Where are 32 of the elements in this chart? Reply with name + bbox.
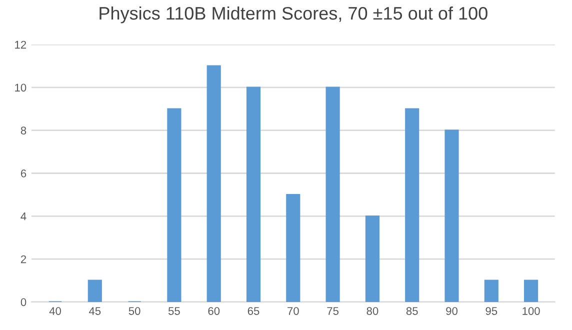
x-tick-label: 70 [288, 307, 299, 315]
y-tick-label: 6 [20, 170, 26, 178]
x-tick-label: 60 [208, 307, 220, 315]
x-tick-label: 85 [406, 307, 418, 315]
chart-title: Physics 110B Midterm Scores, 70 ±15 out of 100 [100, 6, 488, 24]
bar [88, 280, 102, 302]
y-tick-label: 12 [15, 40, 26, 49]
bar [167, 108, 182, 302]
x-tick-label: 90 [446, 307, 458, 315]
bar [524, 280, 538, 302]
bar [206, 65, 221, 302]
y-tick-label: 8 [20, 126, 26, 134]
x-tick-label: 55 [168, 307, 180, 315]
bar [405, 108, 420, 302]
bar [246, 86, 261, 302]
x-tick-label: 100 [522, 307, 540, 315]
x-tick-label: 40 [49, 307, 61, 315]
bar [484, 280, 498, 302]
x-tick-label: 50 [128, 307, 140, 315]
bar [326, 86, 340, 302]
x-tick-label: 65 [248, 307, 260, 315]
y-tick-label: 2 [20, 255, 26, 264]
x-tick-label: 80 [366, 307, 378, 315]
y-tick-label: 10 [15, 84, 26, 92]
x-tick-label: 75 [327, 307, 339, 315]
bar [286, 194, 300, 302]
bar [444, 130, 459, 302]
y-tick-label: 4 [20, 212, 26, 220]
y-tick-label: 0 [20, 298, 26, 306]
bar [365, 215, 380, 302]
x-tick-label: 95 [486, 307, 498, 315]
x-tick-label: 45 [88, 307, 101, 315]
